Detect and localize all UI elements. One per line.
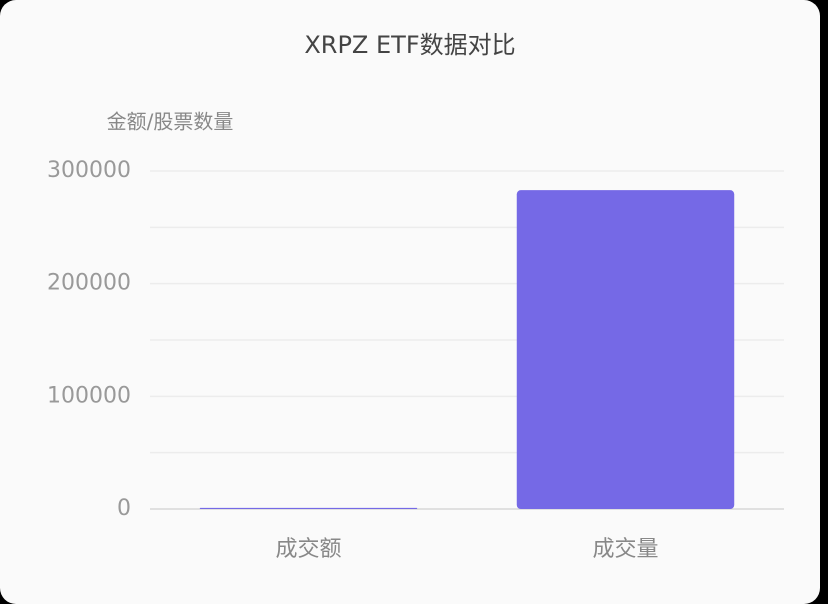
y-tick-label: 300000 <box>47 158 131 183</box>
x-tick-label: 成交额 <box>275 537 341 562</box>
y-tick-label: 100000 <box>47 383 131 408</box>
x-tick-label: 成交量 <box>592 537 658 562</box>
bar <box>199 507 418 509</box>
y-tick-label: 200000 <box>47 271 131 296</box>
y-axis-label: 金额/股票数量 <box>107 110 234 134</box>
chart-title: XRPZ ETF数据对比 <box>304 31 515 59</box>
y-tick-label: 0 <box>117 496 131 521</box>
bar <box>516 190 735 510</box>
